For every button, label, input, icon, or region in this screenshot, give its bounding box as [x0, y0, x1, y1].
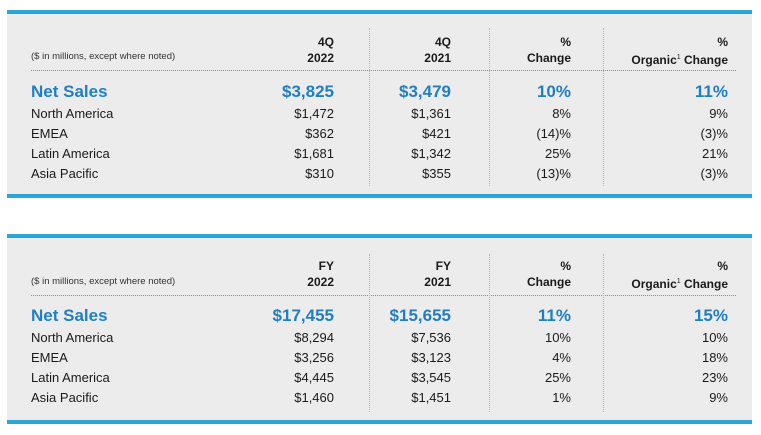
- header-divider: [31, 295, 736, 296]
- column-divider: [369, 254, 370, 412]
- column-header-prior: 4Q 2021: [424, 35, 451, 65]
- column-header-current: FY 2022: [307, 259, 334, 289]
- column-divider: [603, 254, 604, 412]
- header-divider: [31, 70, 736, 71]
- column-divider: [489, 254, 490, 412]
- column-divider: [603, 28, 604, 186]
- column-header-current: 4Q 2022: [307, 35, 334, 65]
- units-note: ($ in millions, except where noted): [31, 276, 176, 287]
- full-year-sales-table: ($ in millions, except where noted) FY 2…: [7, 234, 752, 424]
- footnote-marker: 1: [676, 278, 681, 285]
- column-header-change: % Change: [526, 259, 571, 289]
- table-header: ($ in millions, except where noted) FY 2…: [7, 238, 752, 291]
- quarter-sales-table: ($ in millions, except where noted) 4Q 2…: [7, 10, 752, 198]
- column-header-change: % Change: [526, 35, 571, 65]
- footnote-marker: 1: [676, 54, 681, 61]
- table-header: ($ in millions, except where noted) 4Q 2…: [7, 14, 752, 67]
- column-header-organic-change: % Organic1 Change: [631, 35, 728, 67]
- units-note: ($ in millions, except where noted): [31, 51, 176, 62]
- column-header-organic-change: % Organic1 Change: [631, 259, 728, 291]
- column-header-prior: FY 2021: [424, 259, 451, 289]
- column-divider: [489, 28, 490, 186]
- column-divider: [369, 28, 370, 186]
